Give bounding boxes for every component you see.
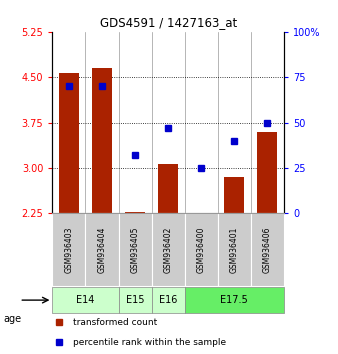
- FancyBboxPatch shape: [251, 213, 284, 286]
- Text: age: age: [3, 314, 22, 324]
- Text: transformed count: transformed count: [73, 318, 158, 327]
- Text: E17.5: E17.5: [220, 295, 248, 304]
- Bar: [125, 212, 145, 213]
- FancyBboxPatch shape: [185, 213, 218, 286]
- Text: GSM936401: GSM936401: [230, 227, 239, 273]
- Text: GSM936400: GSM936400: [197, 227, 206, 273]
- Bar: [59, 73, 79, 213]
- FancyBboxPatch shape: [218, 213, 251, 286]
- Text: E15: E15: [126, 295, 144, 304]
- Bar: [258, 132, 277, 213]
- FancyBboxPatch shape: [52, 213, 86, 286]
- Text: GSM936402: GSM936402: [164, 227, 173, 273]
- Text: E16: E16: [159, 295, 177, 304]
- FancyBboxPatch shape: [119, 213, 152, 286]
- Bar: [224, 177, 244, 213]
- FancyBboxPatch shape: [185, 287, 284, 313]
- Text: E14: E14: [76, 295, 95, 304]
- FancyBboxPatch shape: [86, 213, 119, 286]
- Bar: [158, 164, 178, 213]
- FancyBboxPatch shape: [152, 213, 185, 286]
- Text: GSM936403: GSM936403: [65, 227, 73, 273]
- Text: GSM936405: GSM936405: [130, 227, 140, 273]
- Text: GSM936404: GSM936404: [97, 227, 106, 273]
- Bar: [191, 213, 211, 217]
- Text: GSM936406: GSM936406: [263, 227, 272, 273]
- Text: percentile rank within the sample: percentile rank within the sample: [73, 338, 226, 347]
- Text: GDS4591 / 1427163_at: GDS4591 / 1427163_at: [100, 16, 238, 29]
- FancyBboxPatch shape: [52, 287, 119, 313]
- FancyBboxPatch shape: [152, 287, 185, 313]
- FancyBboxPatch shape: [119, 287, 152, 313]
- Bar: [92, 68, 112, 213]
